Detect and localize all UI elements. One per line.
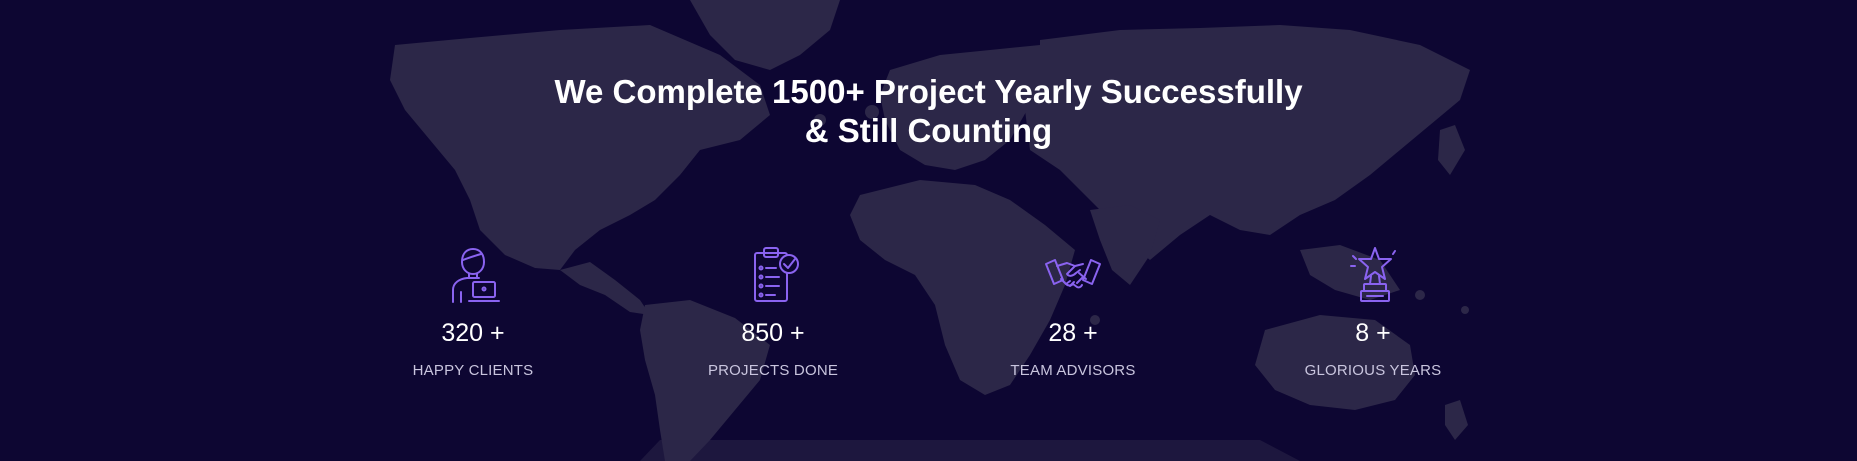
trophy-star-icon <box>1350 247 1396 302</box>
stat-team-advisors: 28 + TEAM ADVISORS <box>923 246 1223 380</box>
stat-value: 850 + <box>741 319 805 347</box>
clipboard-check-icon <box>754 247 799 302</box>
headline-line-2: & Still Counting <box>804 112 1053 149</box>
headline-line-1: We Complete 1500+ Project Yearly Success… <box>554 73 1303 110</box>
stat-happy-clients: 320 + HAPPY CLIENTS <box>323 246 623 380</box>
stat-glorious-years: 8 + GLORIOUS YEARS <box>1223 246 1523 380</box>
stat-value: 28 + <box>1048 319 1098 347</box>
stat-label: GLORIOUS YEARS <box>1304 362 1442 379</box>
stat-label: PROJECTS DONE <box>707 362 839 379</box>
stat-value: 320 + <box>441 319 505 347</box>
stat-projects-done: 850 + PROJECTS DONE <box>623 246 923 380</box>
stat-label: TEAM ADVISORS <box>1010 362 1136 379</box>
stat-label: HAPPY CLIENTS <box>412 362 534 379</box>
client-laptop-icon <box>452 248 500 303</box>
handshake-icon <box>1045 259 1101 289</box>
stat-value: 8 + <box>1355 319 1391 347</box>
section-headline: We Complete 1500+ Project Yearly Success… <box>0 72 1857 150</box>
